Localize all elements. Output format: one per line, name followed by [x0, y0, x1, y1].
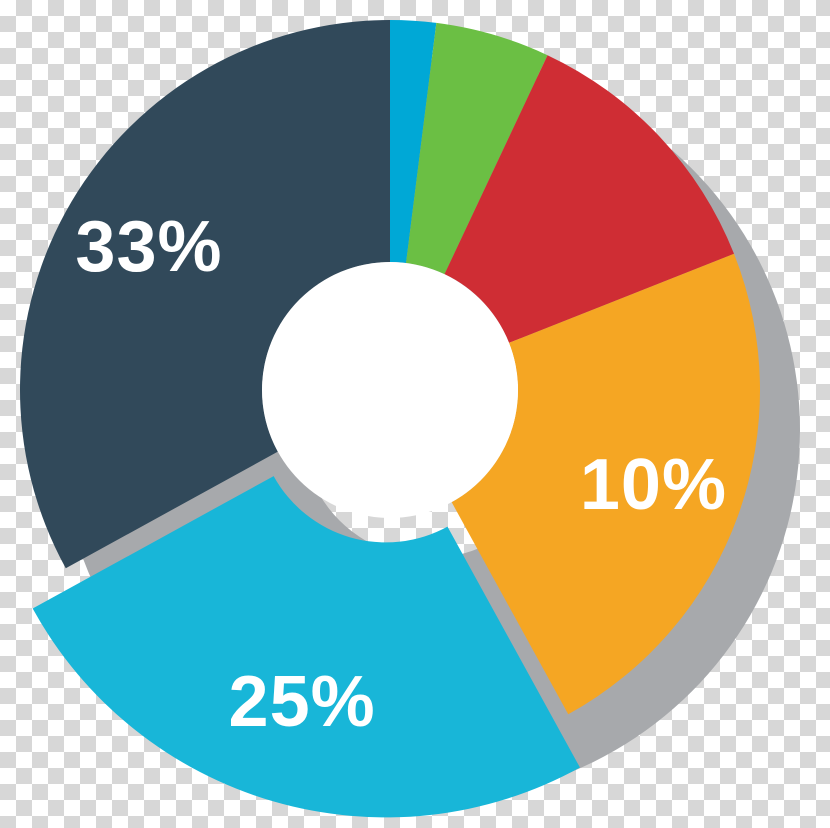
- segment-label-orange: 10%: [580, 449, 727, 521]
- segment-label-dark-teal: 33%: [75, 211, 222, 283]
- segment-label-cyan: 25%: [229, 666, 376, 738]
- donut-chart: [0, 0, 830, 828]
- inner-hole: [262, 262, 518, 518]
